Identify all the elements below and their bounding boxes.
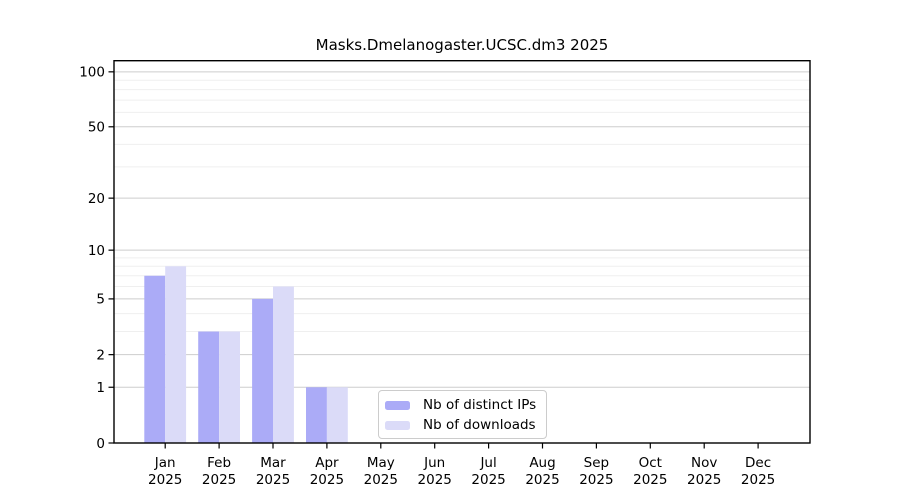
x-tick-label-year: 2025 — [633, 472, 667, 488]
x-tick-label-month: Feb — [207, 455, 231, 471]
x-tick-label-year: 2025 — [525, 472, 559, 488]
legend: Nb of distinct IPs Nb of downloads — [378, 390, 547, 439]
bar-apr-distinct-ips — [306, 387, 327, 443]
x-tick-label-year: 2025 — [202, 472, 236, 488]
x-tick-label-month: Dec — [745, 455, 771, 471]
x-tick-label-year: 2025 — [256, 472, 290, 488]
y-tick-label: 1 — [96, 380, 105, 396]
x-tick-label-year: 2025 — [741, 472, 775, 488]
bar-jan-distinct-ips — [144, 275, 166, 443]
x-tick-label-month: Aug — [529, 455, 555, 471]
x-tick-label-month: Jun — [423, 455, 445, 471]
y-tick-label: 5 — [96, 292, 105, 308]
x-tick-label-month: Jan — [154, 455, 176, 471]
bar-feb-distinct-ips — [198, 331, 220, 443]
y-tick-label: 10 — [88, 243, 105, 259]
legend-item-downloads: Nb of downloads — [385, 416, 546, 436]
y-tick-label: 0 — [96, 436, 105, 452]
x-tick-label-year: 2025 — [579, 472, 613, 488]
bar-mar-downloads — [273, 286, 294, 443]
y-tick-label: 2 — [96, 347, 105, 363]
x-tick-label-month: Mar — [260, 455, 286, 471]
x-tick-label-month: Apr — [315, 455, 339, 471]
legend-swatch-downloads-icon — [385, 420, 410, 430]
bar-jan-downloads — [165, 266, 187, 443]
x-tick-label-year: 2025 — [418, 472, 452, 488]
x-tick-label-year: 2025 — [471, 472, 505, 488]
y-tick-label: 100 — [79, 65, 105, 81]
legend-swatch-distinct-ips-icon — [385, 401, 410, 411]
x-tick-label-month: Nov — [691, 455, 717, 471]
y-tick-label: 50 — [88, 120, 105, 136]
x-tick-label-month: Sep — [584, 455, 609, 471]
x-tick-label-year: 2025 — [148, 472, 182, 488]
legend-item-distinct-ips: Nb of distinct IPs — [385, 396, 546, 416]
x-tick-label-year: 2025 — [310, 472, 344, 488]
y-tick-label: 20 — [88, 191, 105, 207]
bar-mar-distinct-ips — [252, 298, 273, 443]
x-tick-label-month: Oct — [639, 455, 662, 471]
plot-border — [113, 60, 811, 444]
bar-apr-downloads — [326, 387, 348, 443]
x-tick-label-month: May — [367, 455, 395, 471]
legend-label-distinct-ips: Nb of distinct IPs — [423, 397, 537, 413]
bar-feb-downloads — [219, 331, 240, 443]
chart-title: Masks.Dmelanogaster.UCSC.dm3 2025 — [315, 36, 609, 54]
x-tick-label-month: Jul — [479, 455, 496, 471]
x-tick-label-year: 2025 — [364, 472, 398, 488]
legend-label-downloads: Nb of downloads — [423, 416, 536, 433]
x-tick-label-year: 2025 — [687, 472, 721, 488]
